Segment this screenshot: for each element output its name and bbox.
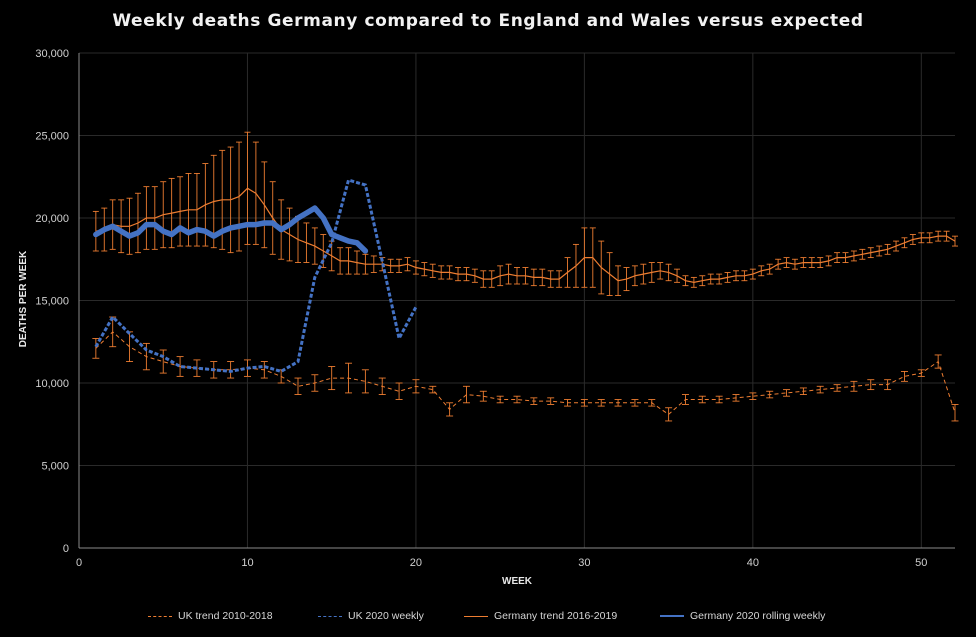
germany-trend-error-bars [92,131,958,296]
legend: UK trend 2010-2018 UK 2020 weekly German… [0,610,976,626]
series-line-germany-2020 [93,205,369,254]
x-tick-label: 50 [915,557,927,569]
y-tick-label: 15,000 [35,296,69,308]
x-axis-label: WEEK [502,576,533,587]
legend-label: Germany trend 2016-2019 [494,610,618,622]
series-line-uk-2020 [94,178,418,374]
y-tick-labels: 0 5,000 10,000 15,000 20,000 25,000 30,000 [35,48,69,555]
legend-label: UK 2020 weekly [348,610,424,622]
y-tick-label: 25,000 [35,131,69,143]
legend-item-germany-trend: Germany trend 2016-2019 [464,610,617,622]
y-tick-label: 10,000 [35,378,69,390]
x-tick-label: 10 [241,557,253,569]
legend-label: UK trend 2010-2018 [178,610,273,622]
y-axis-label: DEATHS PER WEEK [18,250,29,347]
legend-swatch [148,615,172,617]
x-tick-label: 20 [410,557,422,569]
y-tick-label: 30,000 [35,48,69,60]
uk-trend-error-bars [92,316,959,422]
series-marks [92,131,959,422]
series-line-germany-trend [95,187,956,284]
chart-title: Weekly deaths Germany compared to Englan… [112,11,864,31]
grid-lines [79,52,955,548]
y-tick-label: 0 [63,543,69,555]
x-tick-label: 0 [76,557,82,569]
x-tick-labels: 0 10 20 30 40 50 [76,557,927,569]
axes [78,53,955,549]
x-tick-label: 40 [747,557,759,569]
legend-swatch [318,615,342,617]
y-tick-label: 20,000 [35,213,69,225]
legend-swatch [660,615,684,617]
legend-item-uk-trend: UK trend 2010-2018 [148,610,273,622]
legend-item-germany-2020: Germany 2020 rolling weekly [660,610,825,622]
x-tick-label: 30 [578,557,590,569]
legend-item-uk-2020: UK 2020 weekly [318,610,424,622]
y-tick-label: 5,000 [41,461,69,473]
legend-label: Germany 2020 rolling weekly [690,610,826,622]
series-line-uk-trend [95,331,956,416]
legend-swatch [464,615,488,617]
